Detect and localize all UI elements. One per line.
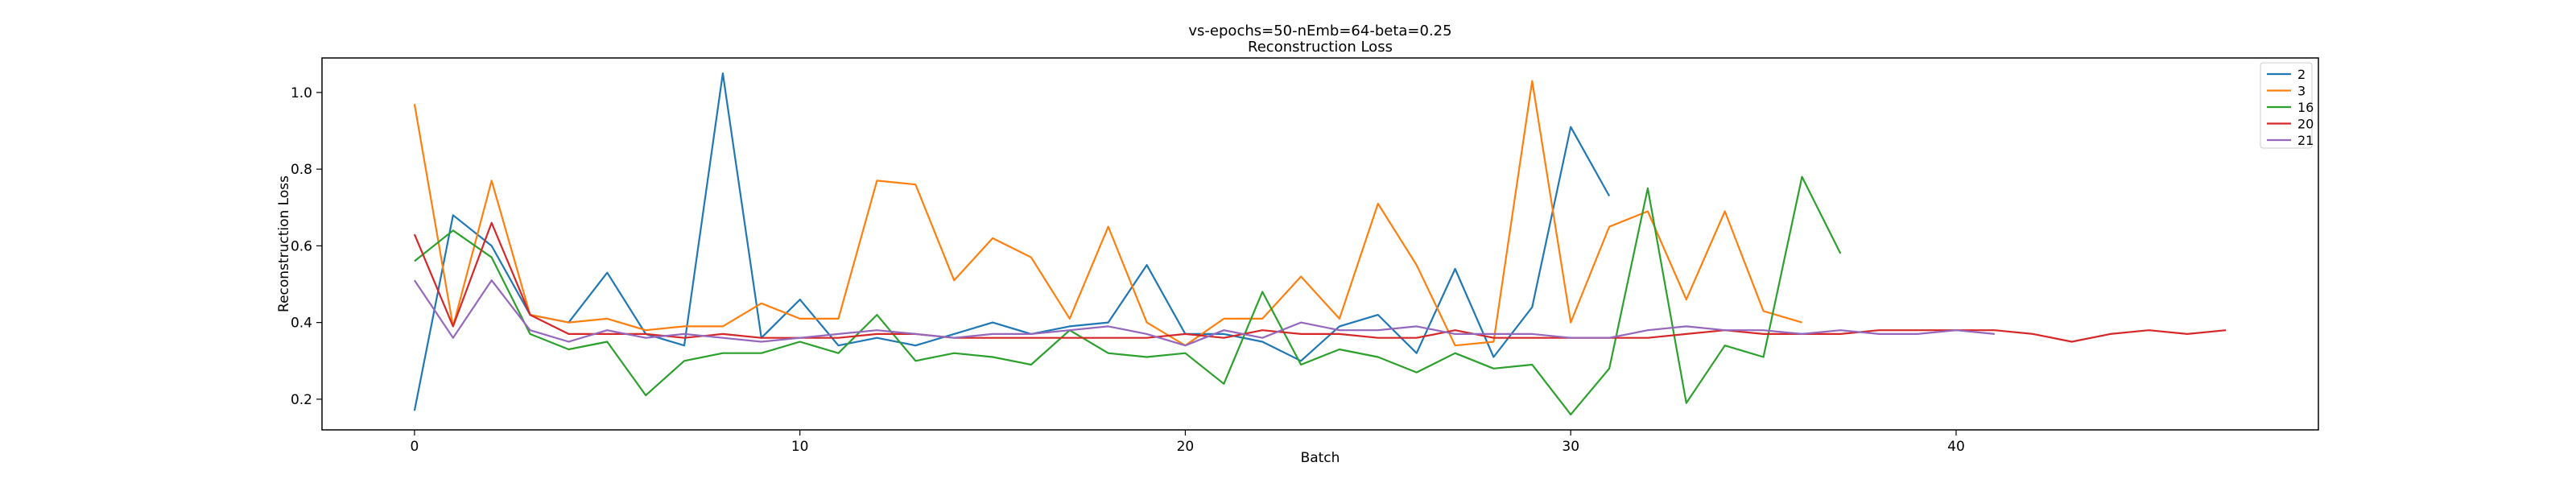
x-tick-label: 40: [1947, 439, 1965, 455]
x-tick-label: 20: [1177, 439, 1195, 455]
legend-label: 20: [2297, 117, 2314, 132]
legend-label: 21: [2297, 133, 2314, 148]
y-tick-label: 0.4: [291, 316, 312, 332]
legend-frame: [2260, 62, 2313, 149]
chart-subtitle: Reconstruction Loss: [1248, 39, 1393, 56]
y-tick-label: 0.6: [291, 238, 312, 254]
plot-area: [321, 57, 2319, 431]
x-tick-label: 30: [1562, 439, 1579, 455]
series-line-3: [413, 80, 1802, 347]
series-lines: [413, 72, 2227, 416]
series-line-21: [413, 279, 1995, 347]
y-tick-label: 1.0: [291, 85, 312, 101]
x-axis-label: Batch: [1301, 450, 1340, 466]
x-axis: 0 10 20 30 40: [410, 430, 1965, 455]
legend-label: 2: [2297, 67, 2306, 82]
y-axis: 0.2 0.4 0.6 0.8 1.0: [291, 85, 322, 408]
y-axis-label: Reconstruction Loss: [276, 175, 292, 312]
y-tick-label: 0.2: [291, 392, 312, 408]
legend-label: 16: [2297, 100, 2314, 115]
chart-title: vs-epochs=50-nEmb=64-beta=0.25: [1188, 23, 1451, 39]
x-tick-label: 0: [410, 439, 419, 455]
plot-frame: [321, 57, 2319, 431]
x-tick-label: 10: [791, 439, 809, 455]
series-line-16: [414, 175, 1842, 416]
y-tick-label: 0.8: [291, 162, 312, 178]
legend-label: 3: [2297, 84, 2306, 99]
series-line-2: [413, 72, 1611, 411]
series-line-20: [413, 221, 2227, 343]
